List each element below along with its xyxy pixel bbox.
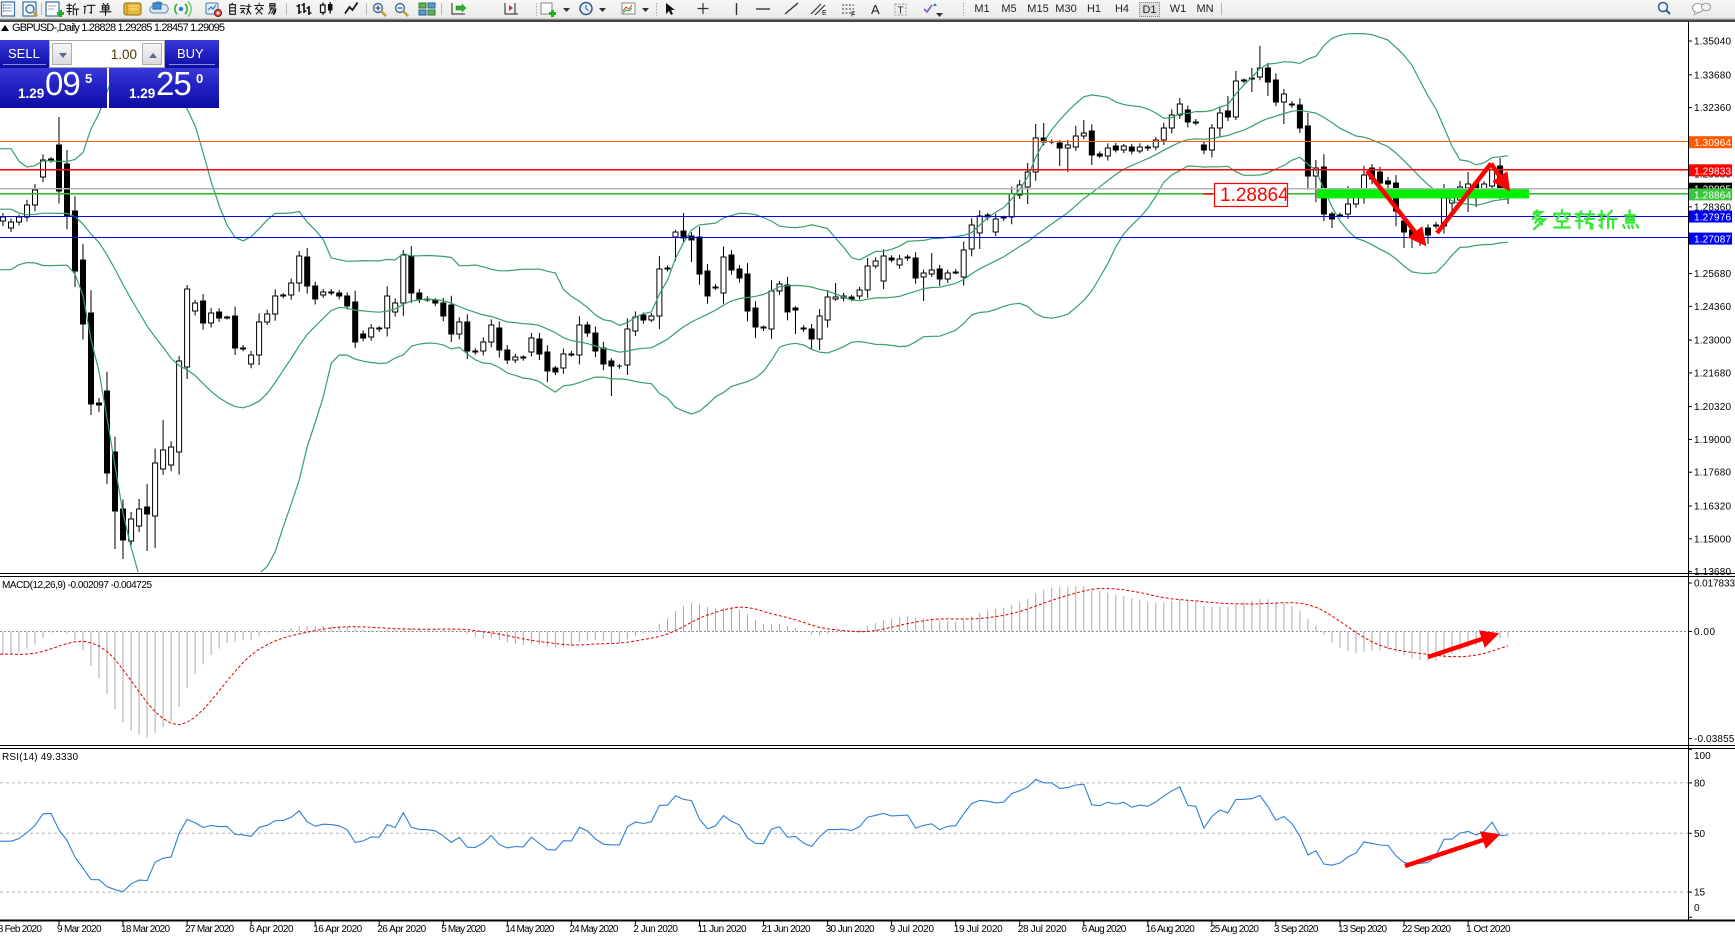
svg-text:1.35040: 1.35040 (1694, 37, 1731, 48)
svg-text:1.13680: 1.13680 (1694, 567, 1731, 578)
svg-text:15: 15 (1694, 888, 1706, 899)
svg-text:18 Mar 2020: 18 Mar 2020 (121, 924, 170, 935)
svg-text:1.28864: 1.28864 (1694, 190, 1731, 201)
svg-text:9 Mar 2020: 9 Mar 2020 (57, 924, 102, 935)
svg-text:GBPUSD-,Daily 1.28828 1.29285: GBPUSD-,Daily 1.28828 1.29285 1.28457 1.… (12, 22, 225, 34)
svg-text:F: F (851, 12, 855, 19)
svg-text:16 Aug 2020: 16 Aug 2020 (1146, 924, 1195, 935)
svg-text:1.19000: 1.19000 (1694, 435, 1731, 446)
svg-text:1.27087: 1.27087 (1694, 235, 1731, 246)
svg-text:1.27976: 1.27976 (1694, 213, 1731, 224)
svg-text:22 Sep 2020: 22 Sep 2020 (1402, 924, 1451, 935)
svg-text:0.017833: 0.017833 (1694, 579, 1735, 590)
svg-text:19 Jul 2020: 19 Jul 2020 (954, 924, 1003, 935)
svg-text:RSI(14) 49.3330: RSI(14) 49.3330 (2, 752, 78, 763)
svg-text:50: 50 (1694, 829, 1706, 840)
svg-text:1.30964: 1.30964 (1694, 138, 1731, 149)
svg-text:1.23000: 1.23000 (1694, 336, 1731, 347)
svg-text:A: A (871, 2, 880, 17)
svg-text:1.25680: 1.25680 (1694, 269, 1731, 280)
svg-text:1.21680: 1.21680 (1694, 368, 1731, 379)
svg-text:3 Sep 2020: 3 Sep 2020 (1274, 924, 1319, 935)
svg-text:E: E (822, 10, 827, 17)
svg-text:6 Aug 2020: 6 Aug 2020 (1082, 924, 1127, 935)
svg-text:27 Mar 2020: 27 Mar 2020 (185, 924, 234, 935)
svg-text:-0.038559: -0.038559 (1694, 734, 1735, 745)
svg-text:100: 100 (1694, 751, 1711, 762)
svg-text:25 Aug 2020: 25 Aug 2020 (1210, 924, 1259, 935)
svg-text:28 Feb 2020: 28 Feb 2020 (0, 924, 42, 935)
svg-text:1 Oct 2020: 1 Oct 2020 (1466, 924, 1511, 935)
svg-text:1.28864: 1.28864 (1220, 185, 1289, 206)
svg-text:1.29833: 1.29833 (1694, 166, 1731, 177)
svg-text:21 Jun 2020: 21 Jun 2020 (762, 924, 811, 935)
svg-text:80: 80 (1694, 778, 1706, 789)
svg-text:1.32360: 1.32360 (1694, 103, 1731, 114)
svg-text:26 Apr 2020: 26 Apr 2020 (377, 924, 426, 935)
svg-text:9 Jul 2020: 9 Jul 2020 (890, 924, 935, 935)
svg-text:5 May 2020: 5 May 2020 (441, 924, 486, 935)
svg-text:0.00: 0.00 (1694, 627, 1715, 638)
svg-text:24 May 2020: 24 May 2020 (569, 924, 618, 935)
svg-text:11 Jun 2020: 11 Jun 2020 (698, 924, 747, 935)
svg-text:1.20320: 1.20320 (1694, 402, 1731, 413)
svg-text:1.15000: 1.15000 (1694, 534, 1731, 545)
svg-text:14 May 2020: 14 May 2020 (505, 924, 554, 935)
svg-text:1.24360: 1.24360 (1694, 302, 1731, 313)
svg-text:0: 0 (1694, 903, 1700, 914)
svg-text:1.33680: 1.33680 (1694, 70, 1731, 81)
svg-text:MACD(12,26,9) -0.002097 -0.004: MACD(12,26,9) -0.002097 -0.004725 (2, 580, 152, 591)
svg-text:6 Apr 2020: 6 Apr 2020 (249, 924, 294, 935)
svg-text:2 Jun 2020: 2 Jun 2020 (633, 924, 678, 935)
svg-text:1.16320: 1.16320 (1694, 502, 1731, 513)
svg-text:1.17680: 1.17680 (1694, 468, 1731, 479)
svg-text:28 Jul 2020: 28 Jul 2020 (1018, 924, 1067, 935)
svg-text:16 Apr 2020: 16 Apr 2020 (313, 924, 362, 935)
svg-text:13 Sep 2020: 13 Sep 2020 (1338, 924, 1387, 935)
svg-text:T: T (898, 6, 904, 17)
svg-text:1.28360: 1.28360 (1694, 202, 1731, 213)
svg-text:30 Jun 2020: 30 Jun 2020 (826, 924, 875, 935)
